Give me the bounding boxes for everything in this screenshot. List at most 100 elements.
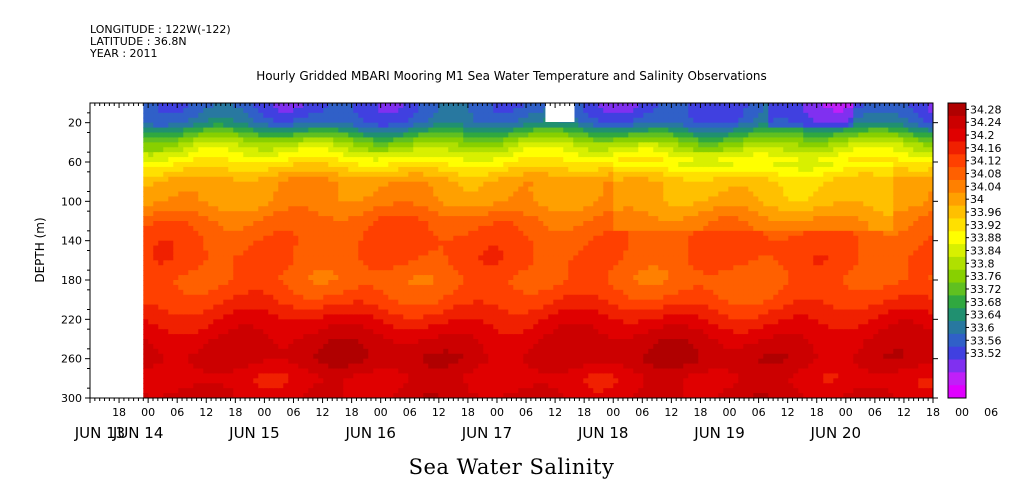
heatmap-cell xyxy=(353,132,359,139)
heatmap-cell xyxy=(308,132,314,139)
heatmap-cell xyxy=(368,334,374,340)
heatmap-cell xyxy=(458,191,464,198)
heatmap-cell xyxy=(178,117,184,124)
heatmap-cell xyxy=(323,284,329,291)
heatmap-cell xyxy=(503,383,509,389)
heatmap-cell xyxy=(203,216,209,222)
heatmap-cell xyxy=(493,373,499,379)
heatmap-cell xyxy=(298,166,304,173)
heatmap-cell xyxy=(183,314,189,320)
heatmap-cell xyxy=(553,137,559,143)
heatmap-cell xyxy=(193,186,199,193)
heatmap-cell xyxy=(488,378,494,384)
heatmap-cell xyxy=(183,373,189,379)
heatmap-cell xyxy=(243,112,249,119)
heatmap-cell xyxy=(263,191,269,198)
heatmap-cell xyxy=(528,142,534,148)
heatmap-cell xyxy=(148,314,154,320)
heatmap-cell xyxy=(503,176,509,183)
heatmap-cell xyxy=(303,363,309,370)
heatmap-cell xyxy=(313,240,319,247)
heatmap-cell xyxy=(218,127,224,134)
heatmap-cell xyxy=(173,289,179,296)
heatmap-cell xyxy=(288,137,294,143)
heatmap-cell xyxy=(428,147,434,153)
heatmap-cell xyxy=(463,299,469,306)
heatmap-cell xyxy=(518,245,524,252)
heatmap-cell xyxy=(268,289,274,296)
heatmap-cell xyxy=(328,176,334,183)
heatmap-cell xyxy=(288,186,294,193)
heatmap-cell xyxy=(248,334,254,340)
heatmap-cell xyxy=(488,166,494,173)
heatmap-cell xyxy=(233,339,239,345)
heatmap-cell xyxy=(163,393,169,398)
heatmap-cell xyxy=(243,378,249,384)
heatmap-cell xyxy=(498,329,504,335)
heatmap-cell xyxy=(228,230,234,237)
heatmap-cell xyxy=(268,284,274,291)
heatmap-cell xyxy=(398,358,404,365)
heatmap-cell xyxy=(208,260,214,266)
heatmap-cell xyxy=(393,339,399,345)
heatmap-cell xyxy=(278,378,284,384)
heatmap-cell xyxy=(168,363,174,370)
heatmap-cell xyxy=(178,358,184,365)
heatmap-cell xyxy=(403,176,409,183)
heatmap-cell xyxy=(428,206,434,212)
heatmap-cell xyxy=(213,309,219,316)
heatmap-cell xyxy=(503,289,509,296)
heatmap-cell xyxy=(343,324,349,330)
heatmap-cell xyxy=(473,368,479,375)
heatmap-cell xyxy=(418,334,424,340)
heatmap-cell xyxy=(443,216,449,222)
heatmap-cell xyxy=(153,166,159,173)
heatmap-cell xyxy=(548,343,554,350)
heatmap-cell xyxy=(543,162,549,168)
heatmap-cell xyxy=(393,107,399,114)
heatmap-cell xyxy=(403,353,409,360)
heatmap-cell xyxy=(428,353,434,360)
heatmap-cell xyxy=(248,314,254,320)
heatmap-cell xyxy=(448,176,454,183)
heatmap-cell xyxy=(473,221,479,227)
heatmap-cell xyxy=(348,122,354,129)
heatmap-cell xyxy=(203,122,209,129)
heatmap-cell xyxy=(548,348,554,355)
heatmap-cell xyxy=(498,157,504,163)
heatmap-cell xyxy=(478,250,484,257)
heatmap-cell xyxy=(403,137,409,143)
heatmap-cell xyxy=(383,294,389,301)
heatmap-cell xyxy=(223,250,229,257)
heatmap-cell xyxy=(273,388,279,394)
heatmap-cell xyxy=(518,186,524,193)
heatmap-cell xyxy=(468,152,474,158)
heatmap-cell xyxy=(183,235,189,242)
heatmap-cell xyxy=(303,284,309,291)
heatmap-cell xyxy=(383,206,389,212)
heatmap-cell xyxy=(463,348,469,355)
heatmap-cell xyxy=(513,196,519,202)
heatmap-cell xyxy=(458,206,464,212)
heatmap-cell xyxy=(493,260,499,266)
heatmap-cell xyxy=(223,358,229,365)
heatmap-cell xyxy=(528,245,534,252)
heatmap-cell xyxy=(213,181,219,188)
heatmap-cell xyxy=(183,127,189,134)
heatmap-cell xyxy=(523,270,529,276)
heatmap-cell xyxy=(198,196,204,202)
heatmap-cell xyxy=(253,363,259,370)
heatmap-cell xyxy=(353,348,359,355)
heatmap-cell xyxy=(488,329,494,335)
heatmap-cell xyxy=(413,358,419,365)
heatmap-cell xyxy=(223,166,229,173)
heatmap-cell xyxy=(368,201,374,207)
heatmap-cell xyxy=(338,225,344,232)
heatmap-cell xyxy=(438,216,444,222)
heatmap-cell xyxy=(308,152,314,158)
heatmap-cell xyxy=(238,221,244,227)
heatmap-cell xyxy=(228,191,234,198)
heatmap-cell xyxy=(258,319,264,325)
heatmap-cell xyxy=(298,132,304,139)
heatmap-cell xyxy=(318,245,324,252)
